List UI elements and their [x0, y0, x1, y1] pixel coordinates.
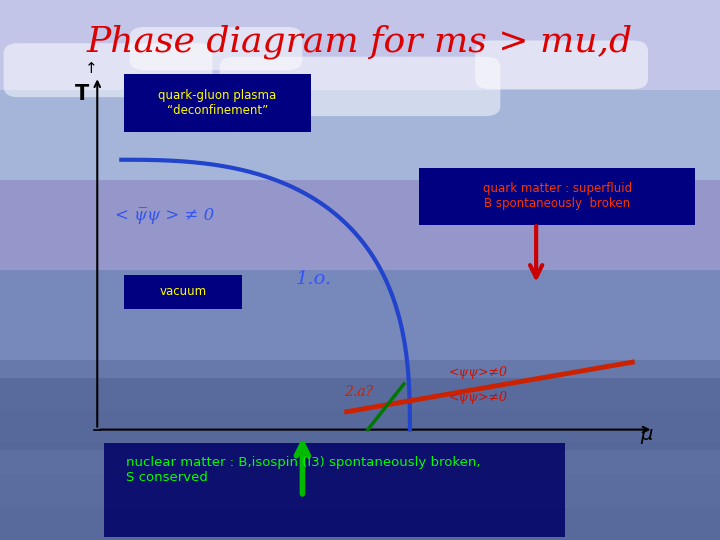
- Text: Phase diagram for ms > mu,d: Phase diagram for ms > mu,d: [87, 24, 633, 59]
- Text: <ψψ>≠0: <ψψ>≠0: [449, 366, 508, 379]
- Bar: [0, 508, 720, 540]
- Text: < ψ̅ψ > ≠ 0: < ψ̅ψ > ≠ 0: [115, 207, 215, 224]
- FancyBboxPatch shape: [130, 27, 302, 70]
- FancyBboxPatch shape: [220, 57, 500, 116]
- Bar: [0, 270, 720, 360]
- Bar: [0, 90, 720, 180]
- FancyBboxPatch shape: [419, 167, 696, 225]
- Text: <ψ̅ψ>≠0: <ψ̅ψ>≠0: [449, 392, 508, 404]
- Bar: [0, 443, 720, 475]
- Text: $\mu$: $\mu$: [641, 427, 654, 446]
- Bar: [0, 360, 720, 450]
- Text: vacuum: vacuum: [159, 285, 207, 298]
- Text: quark matter : superfluid
B spontaneously  broken: quark matter : superfluid B spontaneousl…: [482, 183, 631, 211]
- Text: 1.o.: 1.o.: [296, 270, 332, 288]
- FancyBboxPatch shape: [475, 40, 648, 89]
- Bar: [0, 410, 720, 443]
- Text: T: T: [75, 84, 89, 104]
- FancyBboxPatch shape: [125, 75, 311, 132]
- FancyBboxPatch shape: [125, 275, 242, 308]
- Bar: [0, 180, 720, 270]
- Bar: [0, 0, 720, 90]
- Bar: [0, 378, 720, 410]
- Bar: [0, 475, 720, 508]
- Text: nuclear matter : B,isospin (I3) spontaneously broken,
S conserved: nuclear matter : B,isospin (I3) spontane…: [126, 456, 480, 484]
- Text: 2.a?: 2.a?: [343, 385, 373, 399]
- Text: quark-gluon plasma
“deconfinement”: quark-gluon plasma “deconfinement”: [158, 89, 276, 117]
- Text: ↑: ↑: [85, 61, 98, 76]
- FancyBboxPatch shape: [4, 43, 212, 97]
